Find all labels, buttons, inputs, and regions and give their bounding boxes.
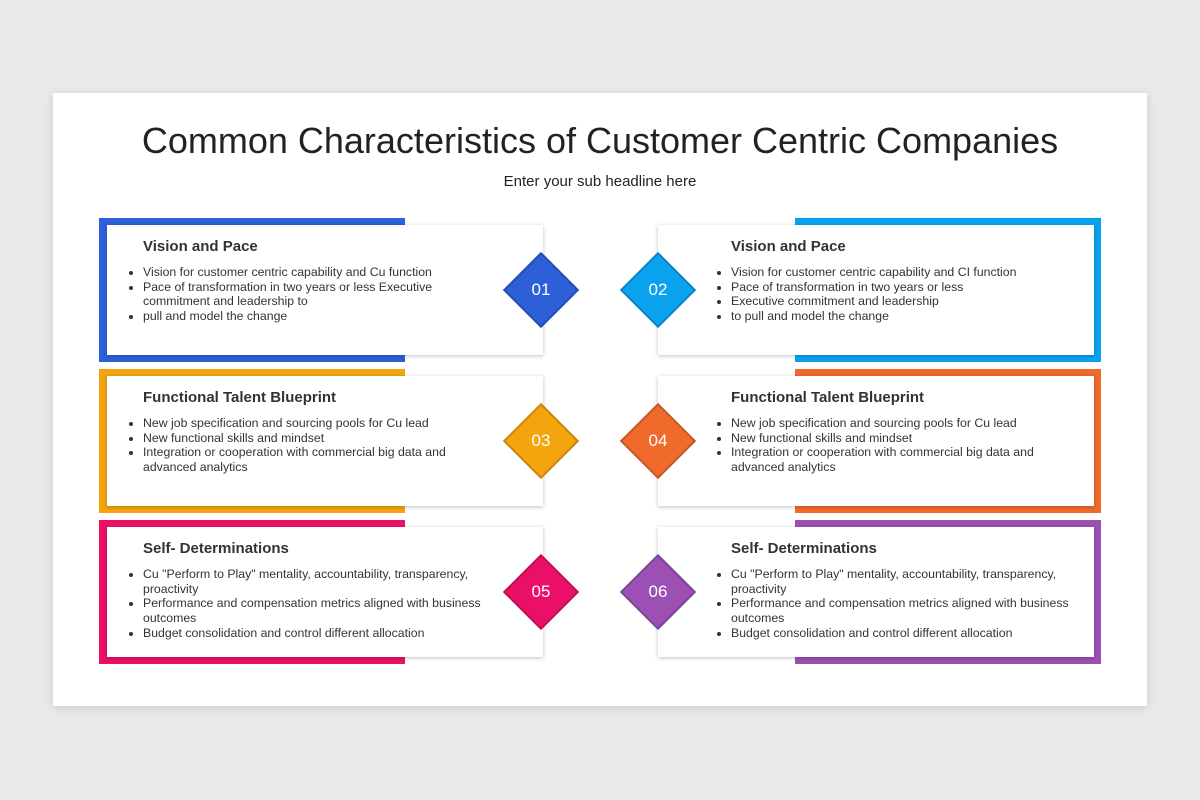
bullet: New job specification and sourcing pools…	[731, 416, 1076, 431]
card-title: Self- Determinations	[143, 540, 289, 557]
bullet-list: New job specification and sourcing pools…	[122, 416, 488, 475]
bullet: Pace of transformation in two years or l…	[731, 280, 1076, 295]
bullet: Vision for customer centric capability a…	[143, 265, 488, 280]
bullet: Budget consolidation and control differe…	[143, 626, 488, 641]
card	[658, 225, 1094, 355]
card-title: Self- Determinations	[731, 540, 877, 557]
subtitle: Enter your sub headline here	[503, 173, 697, 190]
card	[107, 527, 543, 657]
bullet: to pull and model the change	[731, 309, 1076, 324]
card	[107, 225, 543, 355]
card-number: 01	[531, 280, 551, 299]
bullet: Budget consolidation and control differe…	[731, 626, 1076, 641]
bullet-list: Vision for customer centric capability a…	[122, 265, 488, 324]
bullet: Integration or cooperation with commerci…	[731, 445, 1076, 474]
card-number: 04	[648, 431, 668, 450]
card-number: 05	[531, 582, 551, 601]
card-title: Vision and Pace	[143, 238, 258, 255]
card	[658, 527, 1094, 657]
bullet: Integration or cooperation with commerci…	[143, 445, 488, 474]
card-title: Functional Talent Blueprint	[143, 389, 337, 406]
bullet: Performance and compensation metrics ali…	[731, 596, 1076, 625]
bullet: Pace of transformation in two years or l…	[143, 280, 488, 309]
bullet: Vision for customer centric capability a…	[731, 265, 1076, 280]
card-title: Functional Talent Blueprint	[731, 389, 925, 406]
card-number: 03	[531, 431, 551, 450]
bullet-list: Cu "Perform to Play" mentality, accounta…	[710, 567, 1076, 641]
bullet: New functional skills and mindset	[731, 431, 1076, 446]
bullet-list: Vision for customer centric capability a…	[710, 265, 1076, 324]
bullet-list: Cu "Perform to Play" mentality, accounta…	[122, 567, 488, 641]
bullet: Cu "Perform to Play" mentality, accounta…	[143, 567, 488, 596]
bullet-list: New job specification and sourcing pools…	[710, 416, 1076, 475]
bullet: New functional skills and mindset	[143, 431, 488, 446]
bullet: Cu "Perform to Play" mentality, accounta…	[731, 567, 1076, 596]
card-title: Vision and Pace	[731, 238, 846, 255]
card	[107, 376, 543, 506]
title: Common Characteristics of Customer Centr…	[141, 120, 1059, 161]
bullet: New job specification and sourcing pools…	[143, 416, 488, 431]
card-number: 02	[648, 280, 668, 299]
bullet: pull and model the change	[143, 309, 488, 324]
card-number: 06	[648, 582, 668, 601]
bullet: Performance and compensation metrics ali…	[143, 596, 488, 625]
card	[658, 376, 1094, 506]
bullet: Executive commitment and leadership	[731, 294, 1076, 309]
